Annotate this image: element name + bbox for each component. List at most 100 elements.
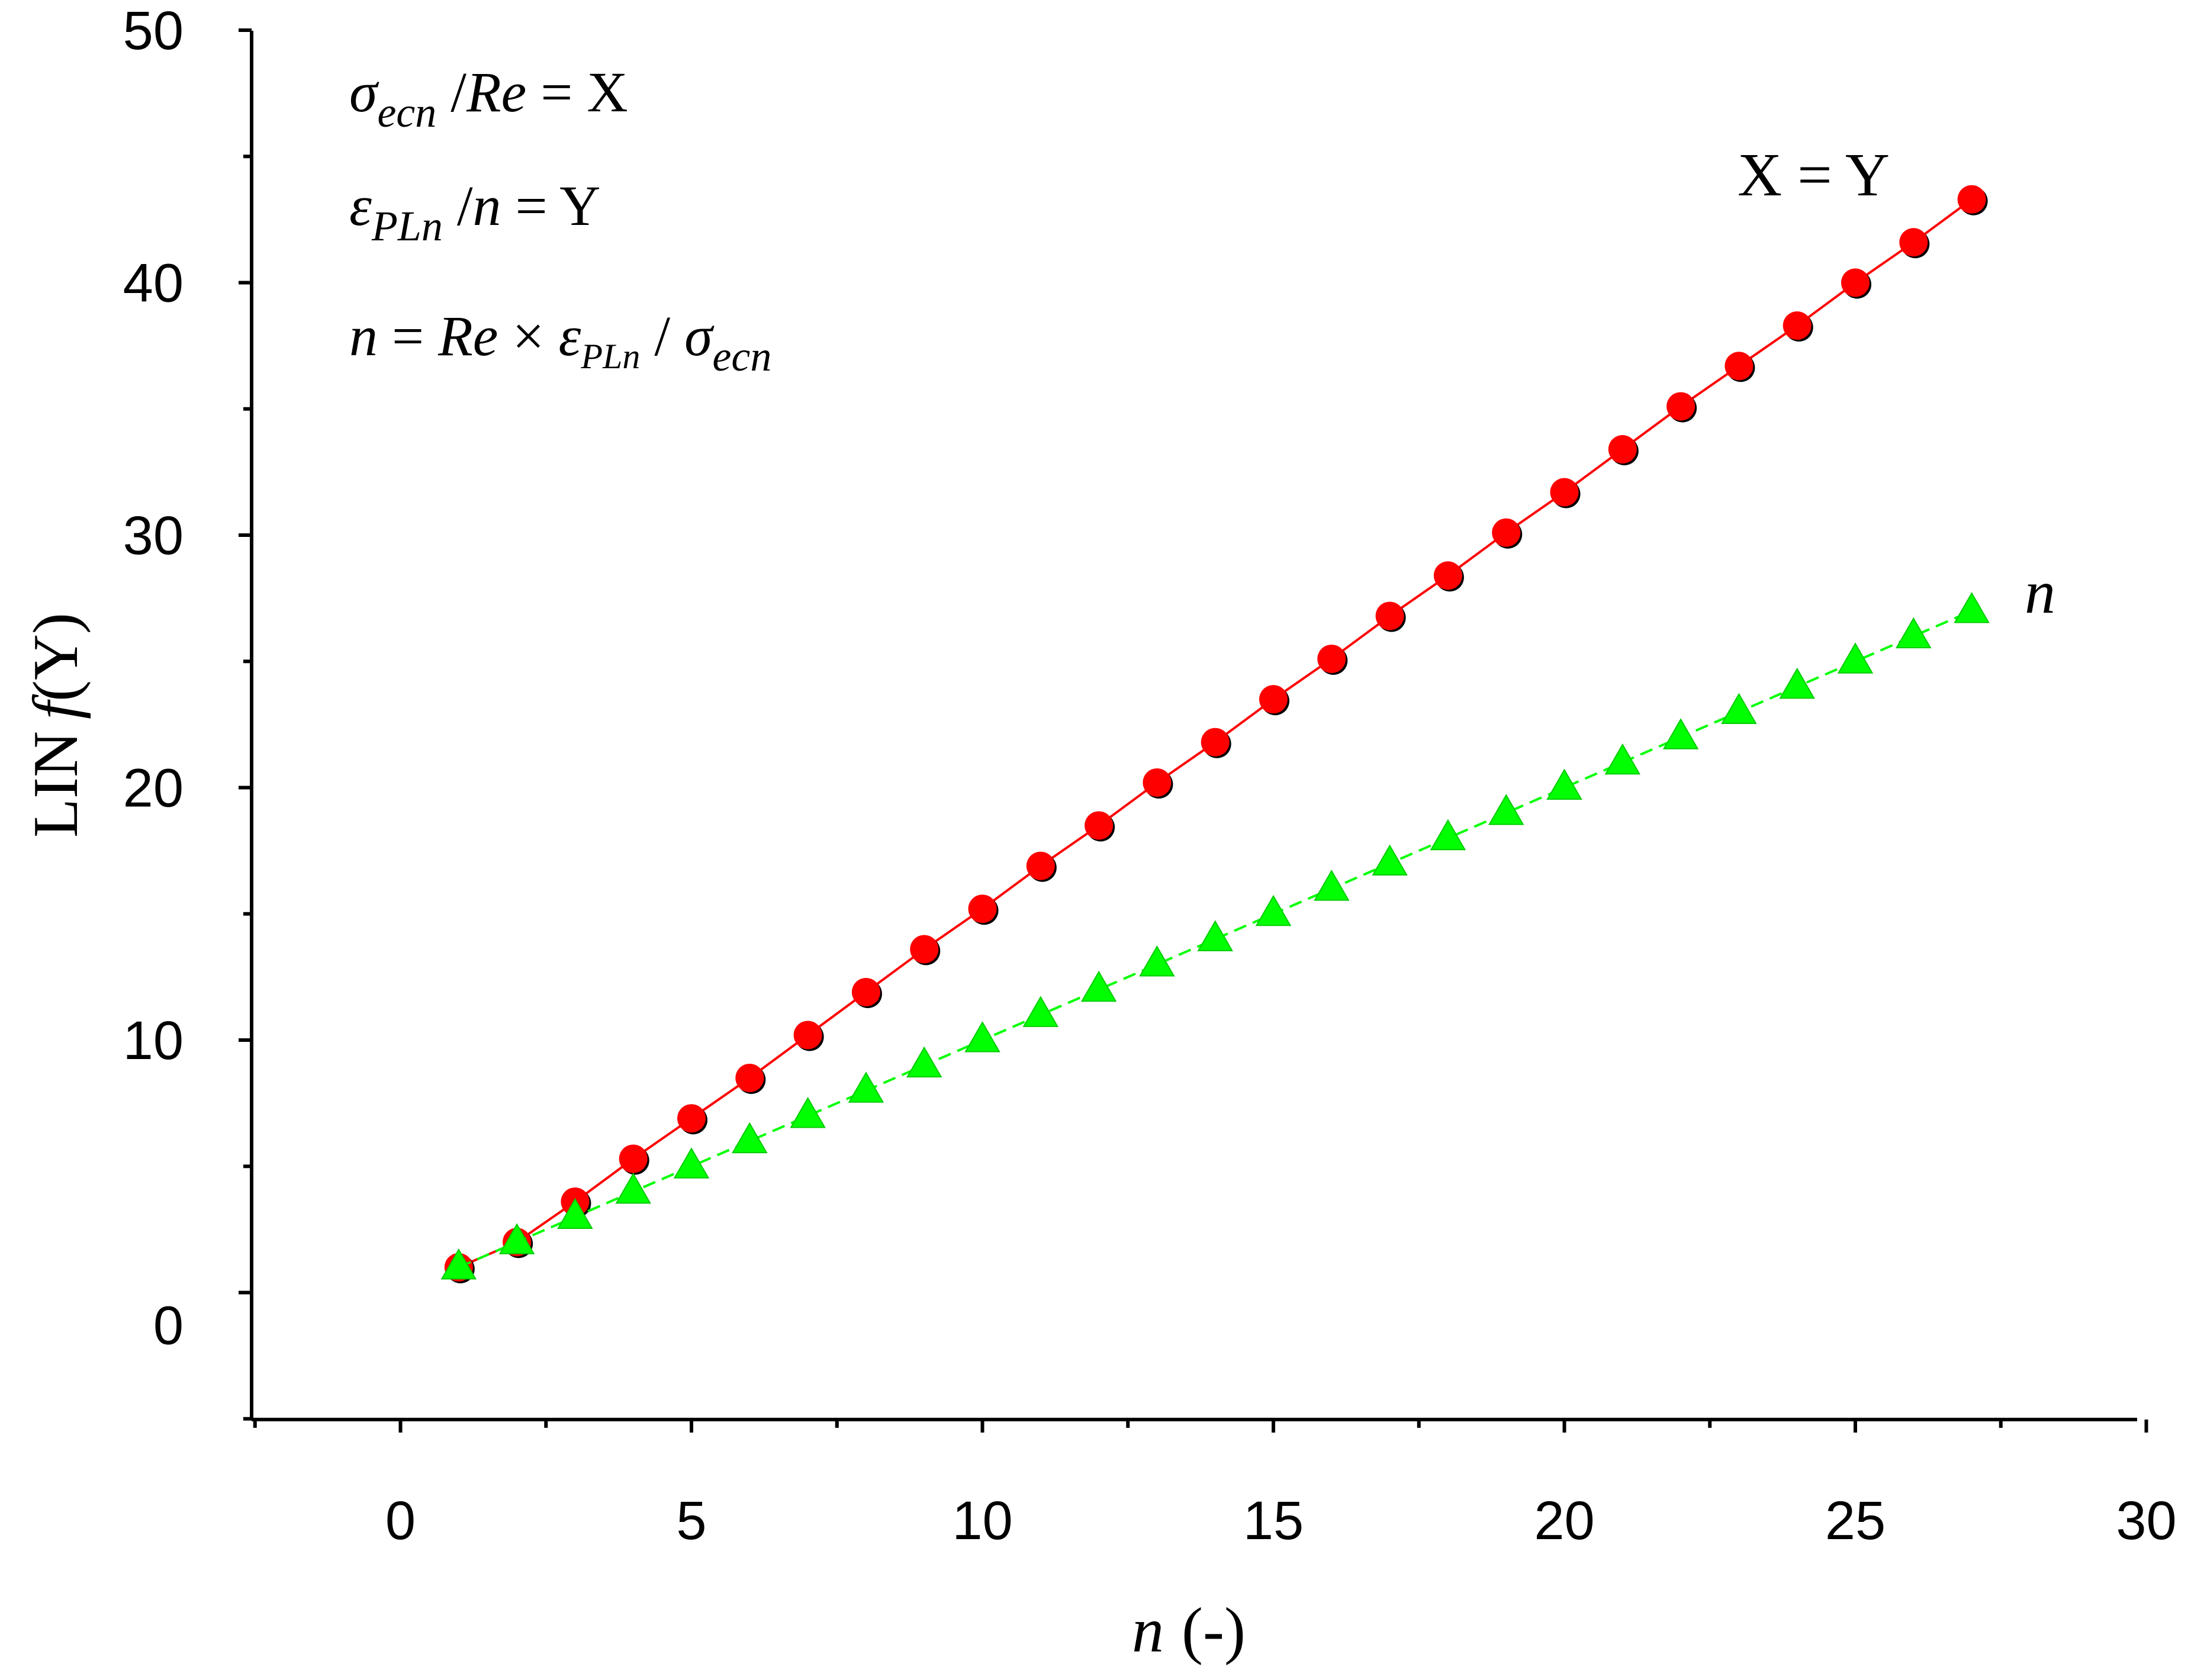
data-point-circle xyxy=(1201,728,1230,757)
data-point-triangle xyxy=(1080,970,1117,1002)
data-point-triangle xyxy=(1372,844,1408,876)
x-tick-label: 20 xyxy=(1534,1491,1594,1551)
data-point-circle xyxy=(968,894,997,923)
data-point-triangle xyxy=(498,1223,535,1254)
data-point-circle xyxy=(1492,518,1521,547)
series-n xyxy=(440,591,1990,1280)
eq3-sigma: σ xyxy=(684,304,715,368)
data-point-triangle xyxy=(1430,819,1466,851)
data-point-circle xyxy=(1899,228,1928,257)
y-tick-label: 50 xyxy=(123,1,184,61)
annotation-eq1: σecn /Re = X xyxy=(349,60,628,136)
eq3-epsilon: ε xyxy=(559,304,581,368)
eq3-times: × xyxy=(498,304,558,368)
y-tick-label: 30 xyxy=(123,506,184,566)
data-point-triangle xyxy=(1488,794,1524,825)
annotation-eq3: n = Re × εPLn / σecn xyxy=(349,304,771,380)
eq3-re: Re xyxy=(437,304,498,368)
x-axis-title-unit: (-) xyxy=(1182,1595,1246,1666)
data-point-triangle xyxy=(1022,996,1059,1027)
data-point-circle xyxy=(1433,561,1462,590)
data-point-triangle xyxy=(1255,894,1292,926)
y-tick-label: 0 xyxy=(153,1296,184,1356)
x-tick-label: 25 xyxy=(1825,1491,1886,1551)
series-line xyxy=(458,610,1973,1269)
eq1-sigma-sub: ecn xyxy=(377,89,436,136)
data-point-triangle xyxy=(1139,945,1175,977)
data-point-circle xyxy=(851,977,880,1006)
annotation-eq2: εPLn /n = Y xyxy=(349,174,600,250)
eq2-epsilon: ε xyxy=(349,174,372,237)
y-tick-label: 40 xyxy=(123,253,184,314)
data-point-circle xyxy=(1259,685,1288,714)
data-point-triangle xyxy=(964,1021,1000,1053)
data-point-circle xyxy=(1375,601,1404,630)
data-point-triangle xyxy=(673,1147,710,1179)
data-point-circle xyxy=(1608,435,1637,464)
data-point-triangle xyxy=(1314,870,1350,901)
eq3-epsilon-sub: PLn xyxy=(580,337,640,376)
series-label-n: n xyxy=(2025,558,2055,626)
y-tick-label: 20 xyxy=(123,758,184,819)
axis-ticks xyxy=(239,28,2148,1433)
data-point-triangle xyxy=(1197,920,1233,951)
data-point-triangle xyxy=(906,1046,942,1078)
data-point-triangle xyxy=(557,1198,593,1230)
eq1-slash: / xyxy=(436,60,466,124)
data-point-circle xyxy=(1783,311,1812,340)
eq1-sigma: σ xyxy=(349,60,379,124)
data-point-triangle xyxy=(1954,591,1990,623)
series-label-xy: X = Y xyxy=(1738,141,1890,209)
data-point-circle xyxy=(1725,352,1754,381)
data-point-triangle xyxy=(1604,743,1641,775)
data-point-triangle xyxy=(790,1096,826,1128)
data-point-triangle xyxy=(732,1122,768,1154)
data-point-triangle xyxy=(1546,768,1582,800)
y-axis-title-prefix: LIN xyxy=(21,731,91,838)
x-tick-label: 10 xyxy=(952,1491,1012,1551)
data-point-triangle xyxy=(1721,693,1757,725)
data-point-circle xyxy=(1085,811,1114,840)
data-point-triangle xyxy=(615,1172,651,1204)
x-tick-label: 30 xyxy=(2116,1491,2176,1551)
data-point-circle xyxy=(1550,478,1579,507)
eq1-re: Re xyxy=(466,60,526,124)
eq3-n: n xyxy=(349,304,378,368)
eq2-epsilon-sub: PLn xyxy=(371,202,443,250)
series-layer xyxy=(440,185,1990,1283)
data-point-circle xyxy=(677,1104,706,1133)
data-point-circle xyxy=(1957,185,1986,214)
x-tick-label: 5 xyxy=(676,1491,706,1551)
data-point-triangle xyxy=(440,1248,477,1280)
y-tick-label: 10 xyxy=(123,1010,184,1071)
eq2-n: n xyxy=(473,174,501,237)
data-point-circle xyxy=(1026,851,1055,880)
data-point-triangle xyxy=(1662,718,1699,749)
x-axis-title: n (-) xyxy=(1132,1595,1246,1666)
data-point-circle xyxy=(1143,768,1172,797)
data-point-triangle xyxy=(1837,642,1874,674)
data-point-circle xyxy=(1841,268,1870,297)
y-axis-title-arg: (Y) xyxy=(21,613,91,701)
data-point-circle xyxy=(793,1021,822,1050)
data-point-circle xyxy=(735,1063,764,1092)
data-point-triangle xyxy=(1779,667,1815,699)
data-point-circle xyxy=(619,1144,648,1173)
eq3-slash: / xyxy=(640,304,684,368)
data-point-triangle xyxy=(1896,617,1932,649)
eq3-equals: = xyxy=(378,304,438,368)
eq3-sigma-sub: ecn xyxy=(712,333,771,380)
eq2-slash: / xyxy=(443,174,473,237)
x-tick-label: 15 xyxy=(1243,1491,1304,1551)
eq1-tail: = X xyxy=(526,60,628,124)
data-point-triangle xyxy=(848,1071,884,1103)
axis-tick-labels: 0 5 10 15 20 25 30 0 10 20 30 40 50 xyxy=(123,1,2177,1551)
x-tick-label: 0 xyxy=(385,1491,416,1551)
x-axis-title-symbol: n xyxy=(1132,1595,1164,1666)
data-point-circle xyxy=(1317,644,1346,673)
data-point-circle xyxy=(910,935,939,964)
eq2-tail: = Y xyxy=(501,174,601,237)
data-point-circle xyxy=(1666,392,1695,421)
y-axis-title: LINf(Y) xyxy=(21,613,91,838)
